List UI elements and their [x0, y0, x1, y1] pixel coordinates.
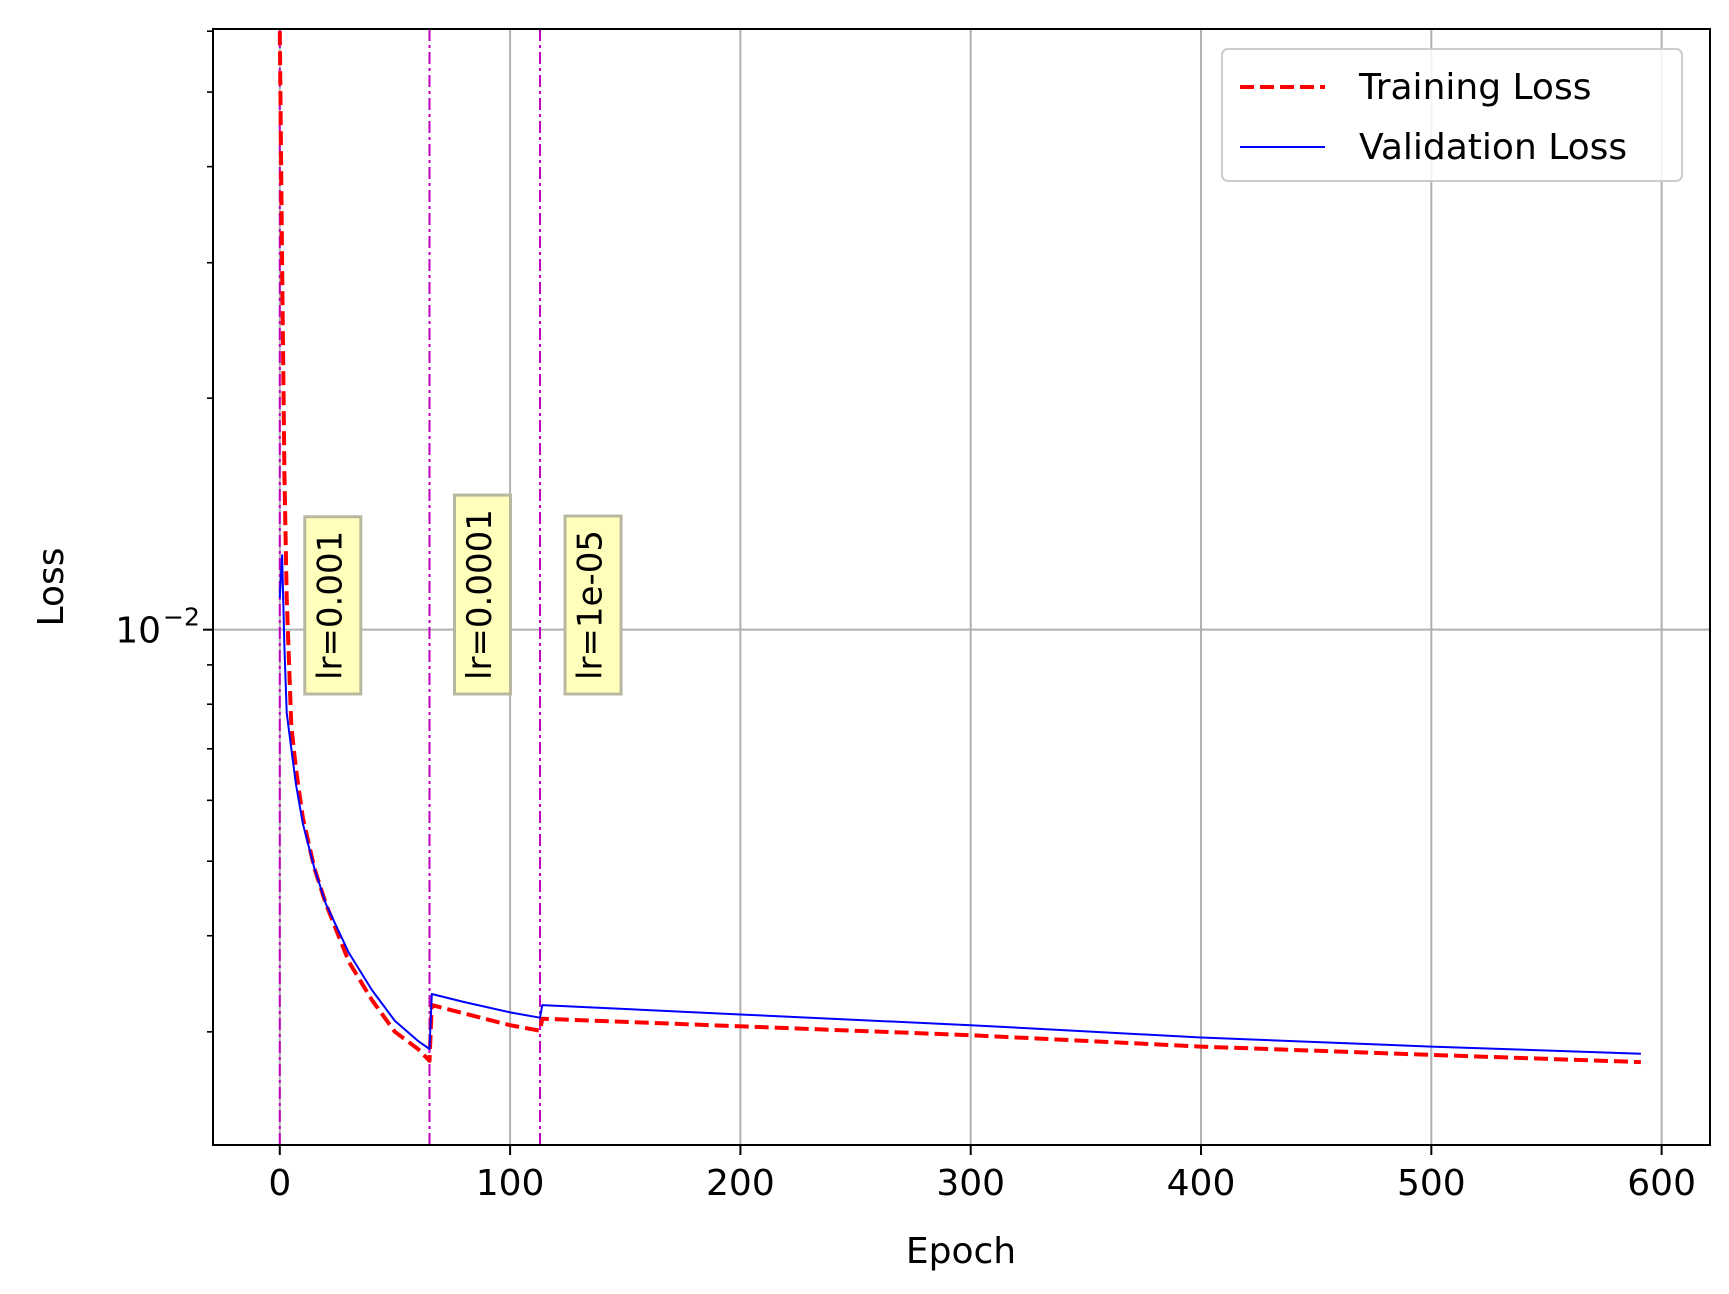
legend-box — [1221, 48, 1683, 182]
x-tick-label: 500 — [1397, 1163, 1466, 1204]
training-loss-line — [277, 31, 1641, 1065]
lr-annotations: lr=0.001 lr=0.0001 lr=1e-05 — [303, 493, 623, 696]
x-tick-label: 200 — [706, 1163, 775, 1204]
plot-frame — [212, 28, 1711, 1146]
axis-ticks: 0 100 200 300 400 500 600 10 −2 — [115, 30, 1696, 1204]
lr-annotation: lr=0.0001 — [452, 493, 512, 696]
x-tick-label: 0 — [268, 1163, 291, 1204]
series-lines — [277, 31, 1641, 1065]
validation-loss-line — [278, 554, 1641, 1055]
x-tick-label: 100 — [476, 1163, 545, 1204]
lr-box — [563, 514, 623, 696]
grid-lines — [213, 29, 1710, 1145]
lr-annotation: lr=1e-05 — [563, 514, 623, 696]
lr-label: lr=1e-05 — [571, 530, 611, 680]
lr-annotation: lr=0.001 — [303, 515, 363, 696]
x-tick-label: 300 — [936, 1163, 1005, 1204]
lr-label: lr=0.0001 — [460, 509, 500, 680]
lr-label: lr=0.001 — [310, 531, 350, 680]
lr-box — [303, 515, 363, 696]
y-tick-exponent: −2 — [163, 603, 200, 632]
x-tick-label: 400 — [1167, 1163, 1236, 1204]
x-tick-label: 600 — [1627, 1163, 1696, 1204]
legend: Training Loss Validation Loss — [1221, 48, 1683, 182]
x-axis-label: Epoch — [906, 1231, 1016, 1272]
legend-label: Training Loss — [1358, 67, 1591, 108]
lr-box — [452, 493, 512, 696]
y-tick-label: 10 — [115, 611, 161, 652]
y-axis-label: Loss — [31, 548, 72, 627]
legend-label: Validation Loss — [1359, 127, 1627, 168]
